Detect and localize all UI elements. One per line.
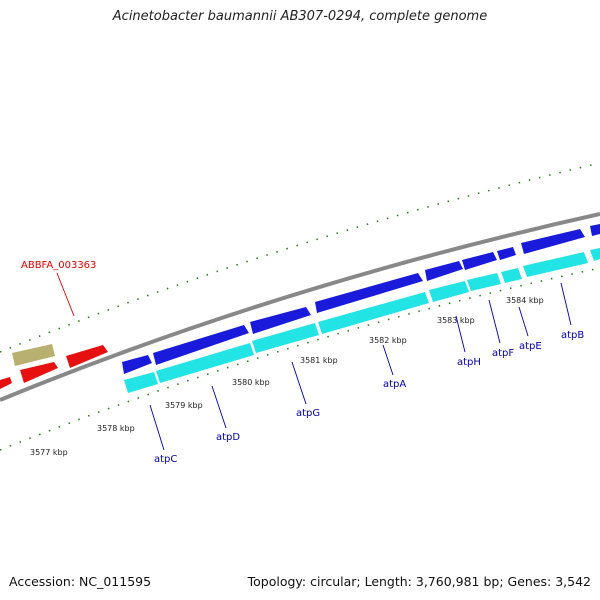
gene-cyan	[501, 268, 522, 283]
gene-cyan	[124, 372, 158, 393]
gene-cyan	[523, 252, 588, 277]
gene-label: ABBFA_003363	[21, 260, 96, 271]
leader-line	[291, 361, 307, 405]
gene-arrow-blue	[497, 247, 516, 260]
gene-label: atpF	[492, 348, 514, 359]
gene-cyan	[156, 343, 254, 383]
gene-label: atpC	[154, 454, 177, 465]
gene-label: atpG	[296, 408, 320, 419]
leader-line	[382, 344, 394, 376]
leader-lines	[56, 272, 572, 451]
leader-line	[488, 299, 501, 344]
gene-arrow-blue	[315, 273, 423, 313]
gene-labels: ABBFA_003363 atpC atpD atpG atpA atpH at…	[21, 260, 584, 465]
tick-label: 3578 kbp	[97, 424, 135, 433]
map-title: Acinetobacter baumannii AB307-0294, comp…	[112, 9, 488, 24]
gene-cyan	[590, 248, 600, 261]
genome-summary: Topology: circular; Length: 3,760,981 bp…	[247, 574, 591, 589]
gene-arrow-blue	[425, 261, 463, 281]
leader-line	[56, 272, 75, 317]
gene-label: atpD	[216, 432, 240, 443]
tick-label: 3583 kbp	[437, 316, 475, 325]
gene-cyan	[467, 273, 501, 291]
leader-line	[560, 282, 572, 326]
tick-label: 3582 kbp	[369, 336, 407, 345]
leader-line	[455, 315, 466, 353]
gene-label: atpH	[457, 357, 481, 368]
gene-label: atpE	[519, 341, 542, 352]
left-features	[0, 344, 108, 389]
genome-backbone	[0, 212, 600, 402]
gene-cyan	[429, 281, 469, 302]
accession-label: Accession: NC_011595	[9, 574, 152, 589]
gene-arrow-red	[66, 345, 108, 368]
gene-arrow-blue	[590, 224, 600, 236]
gene-label: atpB	[561, 330, 584, 341]
tick-label: 3580 kbp	[232, 378, 270, 387]
forward-strand-genes	[122, 224, 600, 374]
leader-line	[149, 404, 165, 451]
leader-line	[518, 306, 529, 337]
tick-labels: 3577 kbp 3578 kbp 3579 kbp 3580 kbp 3581…	[30, 296, 544, 457]
gene-arrow-blue	[250, 307, 311, 334]
leader-line	[211, 385, 227, 429]
tick-label: 3581 kbp	[300, 356, 338, 365]
gene-arrow-red	[0, 377, 12, 389]
tick-label: 3579 kbp	[165, 401, 203, 410]
tick-label: 3577 kbp	[30, 448, 68, 457]
gene-arrow-blue	[122, 355, 152, 374]
gene-cyan	[252, 323, 319, 353]
tick-label: 3584 kbp	[506, 296, 544, 305]
gene-arrow-blue	[521, 229, 585, 254]
gene-arrow-blue	[462, 252, 497, 270]
gene-cyan	[318, 292, 429, 334]
cyan-strand-genes	[124, 248, 600, 393]
gene-label: atpA	[383, 379, 406, 390]
gene-arrow-blue	[153, 325, 249, 365]
outer-tick-ring	[0, 162, 600, 353]
gene-olive	[12, 344, 55, 366]
gene-arrow-red	[20, 362, 58, 383]
